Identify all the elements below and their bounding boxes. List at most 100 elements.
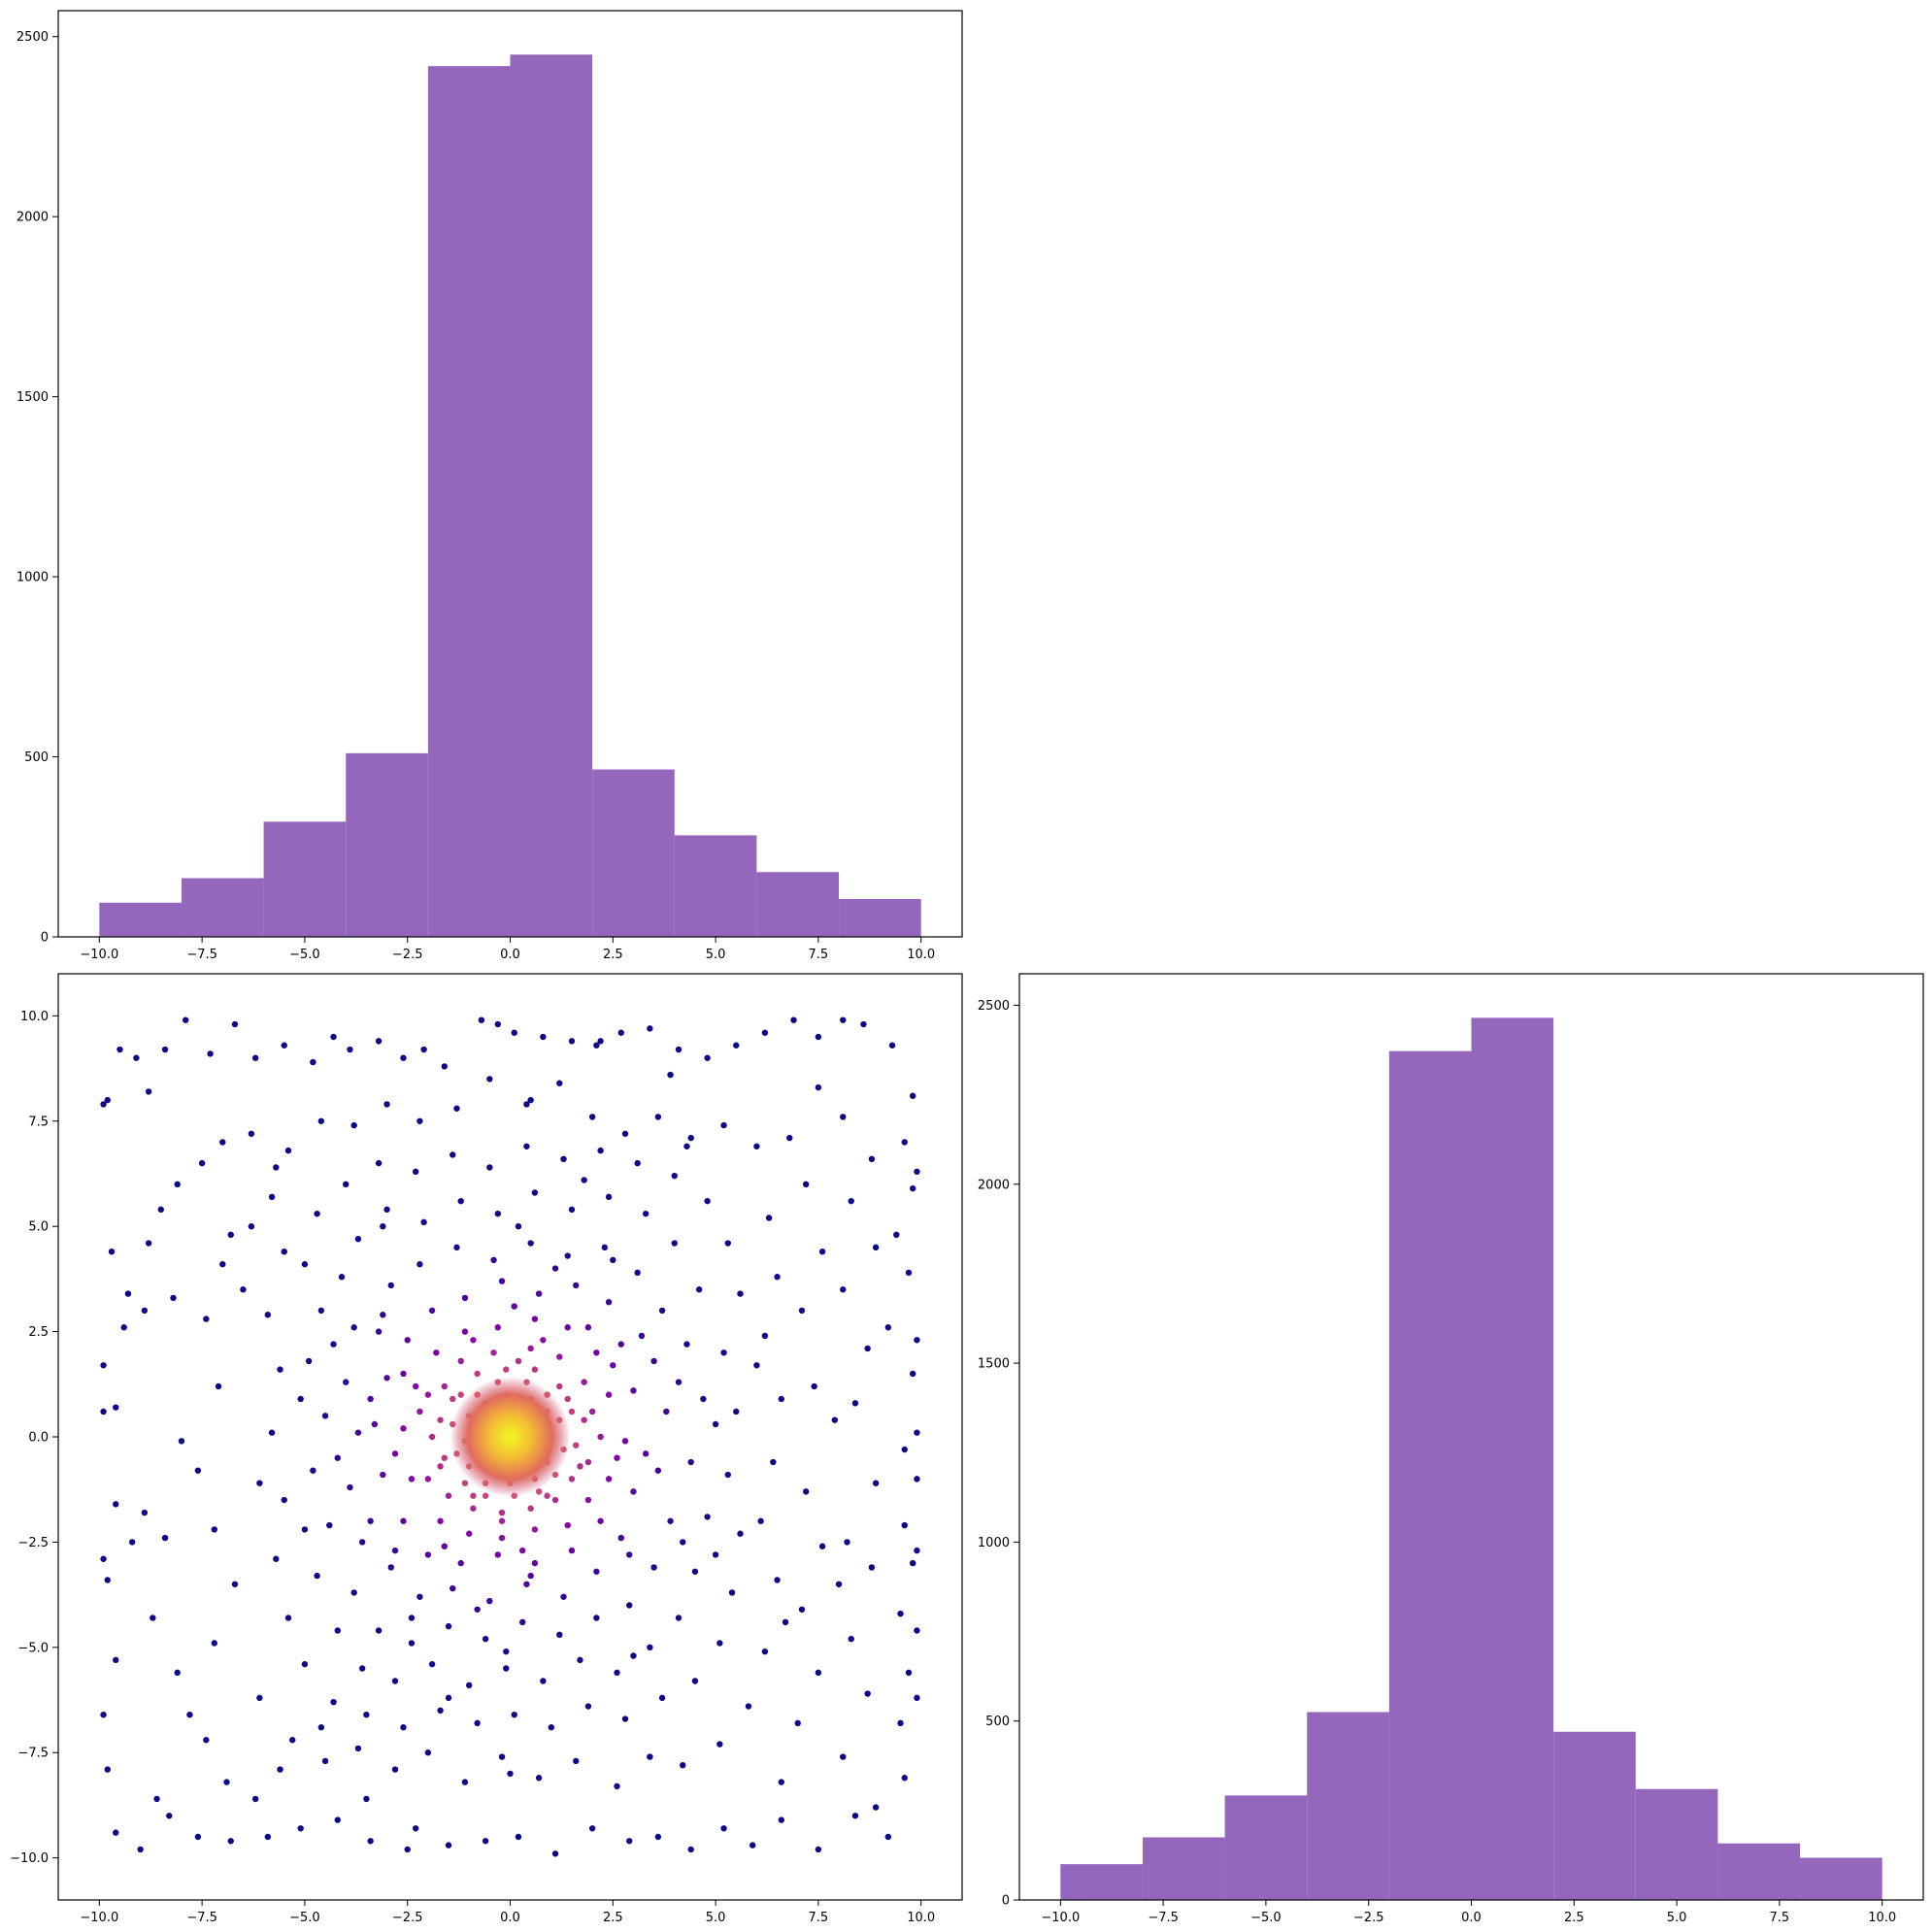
- scatter-point: [153, 1795, 160, 1803]
- scatter-point: [104, 1766, 111, 1773]
- scatter-point: [872, 1804, 880, 1811]
- scatter-point: [358, 1539, 366, 1546]
- scatter-point: [654, 1114, 662, 1120]
- histogram-right-panel: −10.0 −7.5 −5.0 −2.5 0.0 2.5 5.0 7.5 10.0 0 500 100…: [978, 973, 1924, 1925]
- hist-top-x-tick-label: −5.0: [289, 948, 320, 962]
- scatter-point: [680, 1762, 686, 1769]
- scatter-point: [905, 1269, 913, 1277]
- scatter-point: [675, 1379, 683, 1385]
- scatter-point: [219, 1261, 226, 1268]
- scatter-point: [518, 1547, 526, 1554]
- scatter-point: [687, 1134, 694, 1142]
- scatter-point: [334, 1454, 341, 1461]
- scatter-point: [428, 1660, 436, 1668]
- scatter-point: [614, 1782, 620, 1790]
- scatter-point: [630, 1652, 637, 1659]
- scatter-point: [577, 1656, 583, 1664]
- scatter-point: [113, 1656, 119, 1664]
- scatter-point: [486, 1164, 493, 1171]
- scatter-point: [141, 1509, 149, 1516]
- scatter-point: [704, 1054, 711, 1061]
- hist-top-y-tick-label: 1500: [17, 390, 49, 405]
- scatter-point: [597, 1038, 604, 1045]
- scatter-point: [305, 1357, 313, 1365]
- scatter-point: [638, 1332, 646, 1340]
- scatter-point: [350, 1589, 357, 1596]
- hist-top-y-tick-label: 2000: [17, 211, 49, 225]
- scatter-point: [568, 1547, 576, 1554]
- hist-right-x-tick-label: −7.5: [1148, 1911, 1179, 1925]
- scatter-point: [584, 1496, 592, 1504]
- scatter-point: [724, 1471, 731, 1479]
- hist-right-y-tick-label: 1500: [978, 1357, 1010, 1372]
- scatter-point: [461, 1294, 469, 1302]
- scatter-point: [531, 1316, 539, 1322]
- scatter-point: [310, 1058, 316, 1066]
- scatter-point: [901, 1139, 908, 1146]
- scatter-point: [400, 1370, 407, 1378]
- scatter-point: [691, 1678, 699, 1684]
- scatter-point: [338, 1274, 346, 1281]
- scatter-point: [564, 1324, 571, 1331]
- hist-right-x-tick-label: 7.5: [1770, 1911, 1790, 1925]
- scatter-point: [901, 1446, 908, 1453]
- scatter-point: [716, 1640, 723, 1647]
- scatter-point: [321, 1757, 329, 1765]
- scatter-point: [568, 1206, 576, 1214]
- scatter-point: [671, 1172, 678, 1180]
- scatter-point: [437, 1416, 444, 1423]
- scatter-point: [901, 1775, 908, 1782]
- scatter-point: [840, 1753, 847, 1760]
- scatter-point: [802, 1488, 810, 1495]
- scatter-point: [782, 1618, 789, 1626]
- scatter-point: [420, 1046, 427, 1053]
- scatter-point: [564, 1521, 571, 1529]
- scatter-point: [687, 1846, 694, 1853]
- scatter-point: [301, 1261, 309, 1268]
- scatter-point: [642, 1450, 650, 1457]
- scatter-point: [540, 1033, 547, 1041]
- scatter-point: [371, 1420, 379, 1428]
- scatter-point: [478, 1016, 485, 1023]
- scatter-point: [380, 1471, 386, 1479]
- scatter-point: [494, 1551, 502, 1558]
- scatter-point: [527, 1505, 534, 1512]
- scatter-point: [798, 1307, 806, 1315]
- scatter-point: [531, 1559, 539, 1567]
- scatter-point: [753, 1143, 760, 1149]
- scatter-point: [761, 1029, 769, 1036]
- scatter-point: [844, 1539, 850, 1546]
- scatter-point: [498, 1278, 506, 1284]
- scatter-point: [273, 1555, 280, 1562]
- scatter-point: [391, 1547, 399, 1554]
- scatter-point: [634, 1269, 641, 1277]
- scatter-point: [100, 1712, 107, 1718]
- hist-top-axes-frame: [57, 10, 963, 938]
- scatter-point: [761, 1332, 769, 1340]
- scatter-point: [695, 1286, 703, 1293]
- scatter-point: [264, 1833, 272, 1841]
- scatter-point: [317, 1117, 325, 1124]
- scatter-point: [601, 1244, 609, 1251]
- scatter-point: [482, 1838, 489, 1845]
- scatter-point: [457, 1391, 464, 1398]
- hist-top-x-tick-label: 0.0: [500, 948, 520, 962]
- hist-top-bar: [181, 878, 264, 937]
- scatter-point: [848, 1197, 854, 1205]
- scatter-point: [564, 1395, 571, 1403]
- scatter-point: [416, 1408, 423, 1416]
- scatter-x-tick-label: 2.5: [603, 1911, 623, 1925]
- scatter-point: [658, 1307, 666, 1315]
- scatter-x-tick-label: 0.0: [500, 1911, 520, 1925]
- scatter-point: [310, 1467, 316, 1474]
- scatter-axes-frame: [57, 973, 963, 1901]
- scatter-point: [404, 1337, 411, 1344]
- scatter-point: [617, 1534, 624, 1542]
- scatter-point: [400, 1054, 407, 1061]
- scatter-point: [248, 1130, 255, 1137]
- scatter-point: [893, 1231, 900, 1239]
- hist-right-bar: [1224, 1795, 1308, 1900]
- scatter-point: [671, 1240, 678, 1247]
- scatter-point: [166, 1813, 173, 1819]
- scatter-point: [588, 1114, 596, 1120]
